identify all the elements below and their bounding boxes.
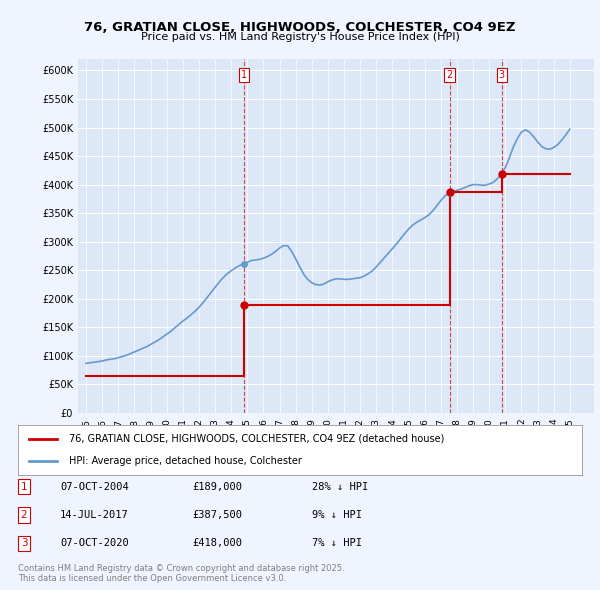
Text: 76, GRATIAN CLOSE, HIGHWOODS, COLCHESTER, CO4 9EZ (detached house): 76, GRATIAN CLOSE, HIGHWOODS, COLCHESTER… <box>69 434 444 444</box>
Text: 2: 2 <box>446 70 452 80</box>
Text: 7% ↓ HPI: 7% ↓ HPI <box>312 539 362 548</box>
Text: 07-OCT-2020: 07-OCT-2020 <box>60 539 129 548</box>
Text: 3: 3 <box>499 70 505 80</box>
Text: 2: 2 <box>20 510 28 520</box>
Text: £189,000: £189,000 <box>192 482 242 491</box>
Text: £387,500: £387,500 <box>192 510 242 520</box>
Text: 3: 3 <box>20 539 28 548</box>
Text: £418,000: £418,000 <box>192 539 242 548</box>
Text: Price paid vs. HM Land Registry's House Price Index (HPI): Price paid vs. HM Land Registry's House … <box>140 32 460 42</box>
Text: 1: 1 <box>20 482 28 491</box>
Text: 9% ↓ HPI: 9% ↓ HPI <box>312 510 362 520</box>
Text: 28% ↓ HPI: 28% ↓ HPI <box>312 482 368 491</box>
Text: 07-OCT-2004: 07-OCT-2004 <box>60 482 129 491</box>
Text: HPI: Average price, detached house, Colchester: HPI: Average price, detached house, Colc… <box>69 456 302 466</box>
Text: 1: 1 <box>241 70 247 80</box>
Text: Contains HM Land Registry data © Crown copyright and database right 2025.
This d: Contains HM Land Registry data © Crown c… <box>18 563 344 583</box>
Text: 14-JUL-2017: 14-JUL-2017 <box>60 510 129 520</box>
Text: 76, GRATIAN CLOSE, HIGHWOODS, COLCHESTER, CO4 9EZ: 76, GRATIAN CLOSE, HIGHWOODS, COLCHESTER… <box>84 21 516 34</box>
